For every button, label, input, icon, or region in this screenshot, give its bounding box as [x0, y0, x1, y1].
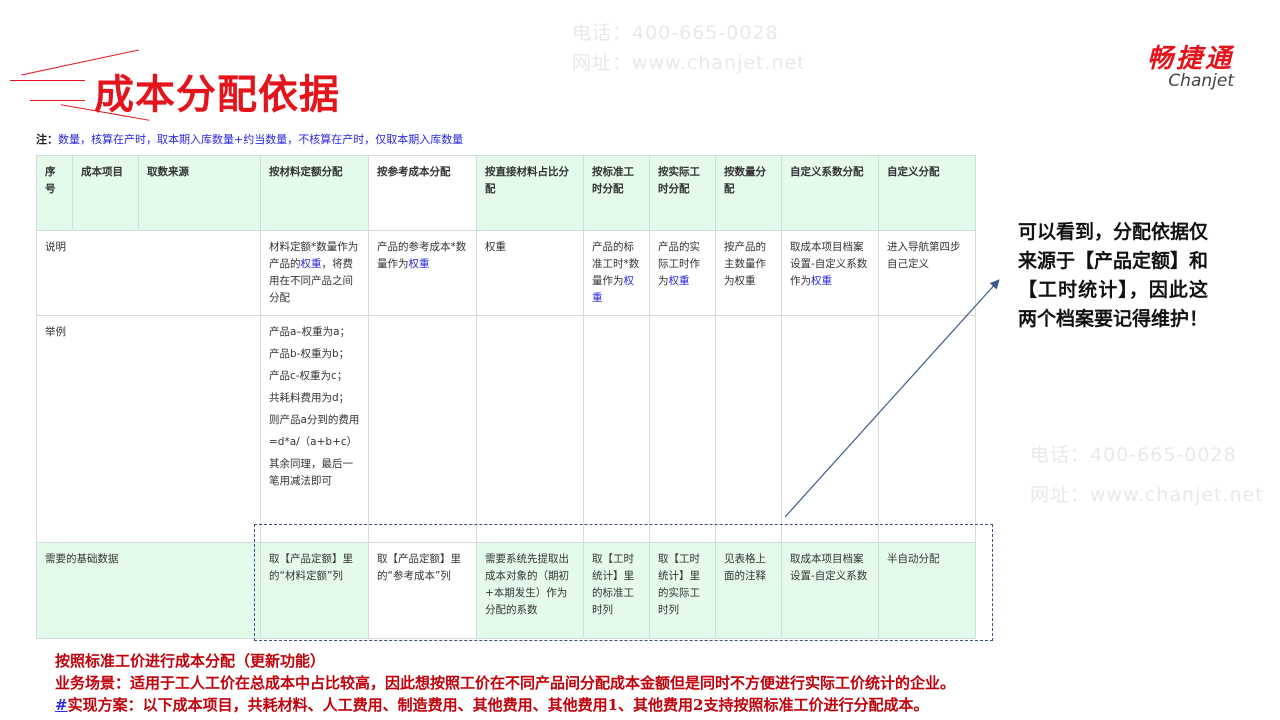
weight-link: 权重 — [300, 258, 322, 270]
desc-text: 材料定额*数量作为产品的 — [269, 241, 359, 270]
bottom-notes: 按照标准工价进行成本分配（更新功能） 业务场景：适用于工人工价在总成本中占比较高… — [55, 650, 1235, 716]
arrow-icon — [784, 279, 1000, 518]
column-header: 成本项目 — [72, 155, 139, 231]
weight-link: 权重 — [668, 275, 690, 287]
desc-text: ，将费用在不同产品之间分配 — [269, 258, 353, 304]
column-header: 按参考成本分配 — [368, 155, 477, 231]
table-row: 举例 产品a–权重为a； 产品b-权重为b； 产品c-权重为c； 共耗料费用为d； 则产… — [36, 315, 976, 543]
desc-cell: 产品的实际工时作为权重 — [649, 230, 716, 316]
desc-cell: 产品的标准工时*数量作为权重 — [583, 230, 650, 316]
column-header: 按直接材料占比分配 — [476, 155, 584, 231]
base-data-cell: 取【工时统计】里的实际工时列 — [649, 542, 716, 639]
decor-line — [10, 80, 85, 81]
note: 注：数量，核算在产时，取本期入库数量+约当数量，不核算在产时，仅取本期入库数量 — [36, 131, 463, 147]
business-scenario: 业务场景：适用于工人工价在总成本中占比较高，因此想按照工价在不同产品间分配成本金… — [55, 674, 956, 692]
example-line: 其余同理，最后一笔用减法即可 — [269, 458, 353, 487]
note-prefix: 注： — [36, 133, 58, 146]
feature-title: 按照标准工价进行成本分配（更新功能） — [55, 652, 326, 670]
example-line: 产品b-权重为b； — [269, 348, 350, 360]
base-data-cell: 取【产品定额】里的“材料定额”列 — [260, 542, 369, 639]
header-row: 序号 成本项目 取数来源 按材料定额分配 按参考成本分配 按直接材料占比分配 按标准工时分配… — [36, 155, 976, 231]
desc-cell: 产品的参考成本*数量作为权重 — [368, 230, 477, 316]
weight-link: 权重 — [811, 275, 832, 287]
column-header: 按实际工时分配 — [649, 155, 716, 231]
highlight-box — [254, 524, 993, 641]
desc-text: 进入导航第四步自己定义 — [887, 241, 961, 270]
column-header: 按数量分配 — [715, 155, 782, 231]
desc-text: 权重 — [485, 241, 506, 253]
base-data-cell: 取【工时统计】里的标准工时列 — [583, 542, 650, 639]
base-data-cell: 取成本项目档案设置-自定义系数 — [781, 542, 879, 639]
implementation: 实现方案：以下成本项目，共耗材料、人工费用、制造费用、其他费用、其他费用1、其他… — [67, 696, 929, 714]
column-header: 自定义系数分配 — [781, 155, 879, 231]
column-header: 按材料定额分配 — [260, 155, 369, 231]
weight-link: 权重 — [408, 258, 430, 270]
page-title: 成本分配依据 — [94, 72, 340, 118]
desc-text: 产品的实际工时作为 — [658, 241, 700, 287]
note-text: 数量，核算在产时，取本期入库数量+约当数量，不核算在产时，仅取本期入库数量 — [58, 133, 464, 146]
example-label: 举例 — [36, 315, 261, 543]
example-line: 共耗料费用为d； — [269, 392, 350, 404]
example-cell: 产品a–权重为a； 产品b-权重为b； 产品c-权重为c； 共耗料费用为d； 则产品a分… — [260, 315, 369, 543]
example-line: =d*a/（a+b+c） — [269, 436, 358, 448]
example-line: 产品a–权重为a； — [269, 326, 351, 338]
column-header: 自定义分配 — [878, 155, 976, 231]
example-line: 产品c-权重为c； — [269, 370, 348, 382]
table-row: 说明 材料定额*数量作为产品的权重，将费用在不同产品之间分配 产品的参考成本*数量… — [36, 230, 976, 316]
weight-link: 权重 — [592, 275, 634, 304]
logo-cn: 畅捷通 — [1146, 44, 1234, 74]
base-data-cell: 半自动分配 — [878, 542, 976, 639]
desc-cell: 权重 — [476, 230, 584, 316]
allocation-table: 序号 成本项目 取数来源 按材料定额分配 按参考成本分配 按直接材料占比分配 按标准工时分配… — [36, 155, 976, 639]
column-header: 按标准工时分配 — [583, 155, 650, 231]
desc-text: 取成本项目档案设置-自定义系数作为 — [790, 241, 868, 287]
desc-cell: 按产品的主数量作为权重 — [715, 230, 782, 316]
desc-text: 按产品的主数量作为权重 — [724, 241, 766, 287]
base-data-cell: 需要系统先提取出成本对象的（期初+本期发生）作为分配的系数 — [476, 542, 584, 639]
callout-text: 可以看到，分配依据仅来源于【产品定额】和【工时统计】，因此这两个档案要记得维护！ — [1018, 221, 1209, 330]
base-data-cell: 见表格上面的注释 — [715, 542, 782, 639]
table-row: 需要的基础数据 取【产品定额】里的“材料定额”列 取【产品定额】里的“参考成本”列… — [36, 542, 976, 639]
decor-line — [30, 100, 85, 101]
chanjet-logo: 畅捷通 Chanjet — [1147, 38, 1234, 91]
logo-en: Chanjet — [1168, 71, 1234, 91]
hash-mark: # — [55, 696, 68, 714]
example-line: 则产品a分到的费用 — [269, 414, 360, 426]
desc-text: 产品的标准工时*数量作为 — [592, 241, 640, 287]
base-label: 需要的基础数据 — [36, 542, 261, 639]
desc-cell: 材料定额*数量作为产品的权重，将费用在不同产品之间分配 — [260, 230, 369, 316]
desc-text: 产品的参考成本*数量作为 — [377, 241, 467, 270]
